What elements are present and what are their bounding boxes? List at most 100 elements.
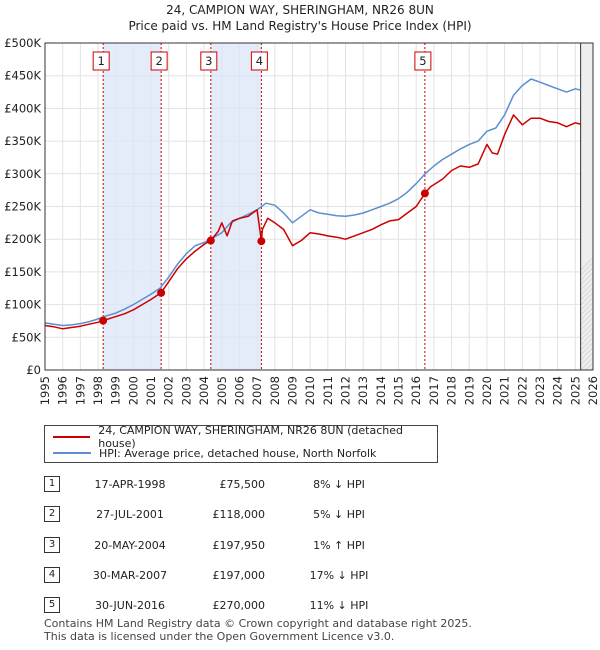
- y-tick-label: £150K: [4, 265, 41, 279]
- legend-item-property: 24, CAMPION WAY, SHERINGHAM, NR26 8UN (d…: [53, 424, 437, 450]
- sale-badge-label: 5: [419, 54, 426, 68]
- x-tick-label: 1995: [38, 376, 52, 405]
- price-chart: 24, CAMPION WAY, SHERINGHAM, NR26 8UN Pr…: [4, 3, 600, 405]
- x-tick-label: 1998: [91, 376, 105, 405]
- sale-marker: [157, 288, 166, 297]
- y-tick-label: £400K: [4, 101, 41, 115]
- legend-label-property: 24, CAMPION WAY, SHERINGHAM, NR26 8UN (d…: [98, 424, 403, 450]
- x-tick-label: 2004: [197, 376, 211, 405]
- sale-badge: 2: [150, 51, 168, 71]
- transaction-number-badge: 2: [44, 506, 60, 522]
- x-tick-label: 2025: [568, 376, 582, 405]
- x-tick-label: 2005: [215, 376, 229, 405]
- sale-badge-box: [150, 51, 168, 71]
- x-tick-label: 2012: [339, 376, 353, 405]
- x-tick-label: 2000: [126, 376, 140, 405]
- sale-badge-box: [250, 51, 268, 71]
- forecast-hatch: [580, 312, 593, 326]
- sale-badge-box: [200, 51, 218, 71]
- legend-swatch-property: [53, 436, 91, 438]
- x-tick-label: 2008: [268, 376, 282, 405]
- y-tick-label: £0: [26, 363, 41, 377]
- sale-badge: 5: [414, 51, 432, 71]
- transaction-hpi-diff: 11% ↓ HPI: [309, 599, 369, 612]
- transaction-date: 27-JUL-2001: [96, 508, 164, 521]
- transaction-hpi-diff: 8% ↓ HPI: [313, 478, 365, 491]
- transaction-row: 3 20-MAY-2004 £197,950 1% ↑ HPI: [44, 537, 444, 555]
- x-tick-label: 2017: [427, 376, 441, 405]
- shaded-span: [210, 43, 262, 370]
- chart-title: 24, CAMPION WAY, SHERINGHAM, NR26 8UN: [166, 3, 434, 17]
- x-tick-label: 2009: [285, 376, 299, 405]
- x-tick-label: 2022: [515, 376, 529, 405]
- transaction-date: 30-JUN-2016: [94, 599, 166, 612]
- x-tick-label: 2018: [445, 376, 459, 405]
- sale-marker: [206, 236, 215, 245]
- transaction-number-badge: 5: [44, 597, 60, 613]
- forecast-hatch: [580, 307, 593, 321]
- property-price-line: [44, 114, 581, 330]
- sale-marker: [257, 237, 266, 246]
- transaction-hpi-diff: 5% ↓ HPI: [313, 508, 365, 521]
- y-tick-label: £250K: [4, 200, 41, 214]
- sale-badge: 3: [200, 51, 218, 71]
- y-tick-label: £100K: [4, 298, 41, 312]
- x-tick-label: 2016: [409, 376, 423, 405]
- x-tick-label: 2007: [250, 376, 264, 405]
- sale-badge-label: 2: [155, 54, 162, 68]
- transaction-hpi-diff: 1% ↑ HPI: [313, 539, 365, 552]
- footer-copyright: Contains HM Land Registry data © Crown c…: [44, 617, 472, 630]
- transaction-row: 4 30-MAR-2007 £197,000 17% ↓ HPI: [44, 567, 444, 585]
- transaction-date: 20-MAY-2004: [94, 539, 166, 552]
- x-tick-label: 2021: [498, 376, 512, 405]
- transaction-row: 5 30-JUN-2016 £270,000 11% ↓ HPI: [44, 597, 444, 615]
- y-tick-label: £200K: [4, 232, 41, 246]
- y-tick-label: £350K: [4, 134, 41, 148]
- sale-badge: 4: [250, 51, 268, 71]
- sale-badge-label: 3: [205, 54, 212, 68]
- forecast-hatch: [596, 43, 600, 370]
- x-tick-label: 2026: [586, 376, 600, 405]
- transaction-price: £270,000: [212, 599, 266, 612]
- x-tick-label: 1999: [109, 376, 123, 405]
- transaction-price: £197,000: [212, 569, 266, 582]
- footer-licence: This data is licensed under the Open Gov…: [44, 630, 395, 643]
- forecast-region: [580, 43, 593, 370]
- x-tick-label: 2013: [356, 376, 370, 405]
- legend-item-hpi: HPI: Average price, detached house, Nort…: [53, 445, 376, 461]
- legend-label-hpi: HPI: Average price, detached house, Nort…: [99, 446, 377, 460]
- x-tick-label: 2006: [232, 376, 246, 405]
- transaction-date: 17-APR-1998: [94, 478, 166, 491]
- sale-marker: [420, 189, 429, 198]
- x-tick-label: 2015: [392, 376, 406, 405]
- sale-badge-box: [414, 51, 432, 71]
- sale-badge-box: [92, 51, 110, 71]
- hpi-line: [44, 78, 581, 327]
- transaction-hpi-diff: 17% ↓ HPI: [309, 569, 369, 582]
- x-tick-label: 2001: [144, 376, 158, 405]
- x-tick-label: 2011: [321, 376, 335, 405]
- sale-badge-label: 4: [256, 54, 263, 68]
- y-tick-label: £500K: [4, 36, 41, 50]
- transaction-price: £118,000: [212, 508, 266, 521]
- y-tick-label: £450K: [4, 69, 41, 83]
- transaction-row: 1 17-APR-1998 £75,500 8% ↓ HPI: [44, 476, 444, 494]
- legend: 24, CAMPION WAY, SHERINGHAM, NR26 8UN (d…: [44, 424, 438, 463]
- transaction-number-badge: 3: [44, 537, 60, 553]
- transaction-price: £197,950: [212, 539, 266, 552]
- y-tick-label: £300K: [4, 167, 41, 181]
- x-tick-label: 2024: [551, 376, 565, 405]
- x-tick-label: 2010: [303, 376, 317, 405]
- x-tick-label: 2019: [462, 376, 476, 405]
- plot-frame: [44, 42, 594, 371]
- transaction-date: 30-MAR-2007: [92, 569, 168, 582]
- shaded-span: [103, 43, 162, 370]
- x-tick-label: 2020: [480, 376, 494, 405]
- x-tick-label: 2003: [179, 376, 193, 405]
- sale-marker: [99, 316, 108, 325]
- x-tick-label: 2014: [374, 376, 388, 405]
- transaction-row: 2 27-JUL-2001 £118,000 5% ↓ HPI: [44, 506, 444, 524]
- transaction-price: £75,500: [219, 478, 266, 491]
- y-tick-label: £50K: [12, 330, 42, 344]
- x-tick-label: 1996: [56, 376, 70, 405]
